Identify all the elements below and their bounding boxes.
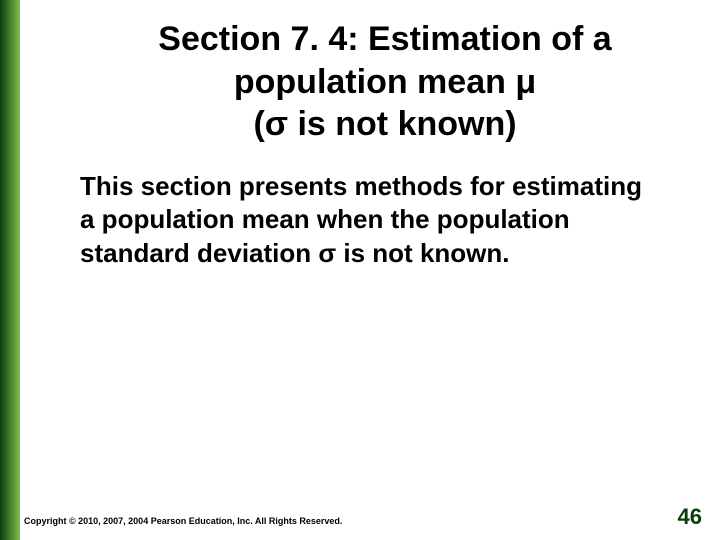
copyright-footer: Copyright © 2010, 2007, 2004 Pearson Edu…	[24, 516, 342, 526]
title-line-1: Section 7. 4: Estimation of a	[158, 20, 611, 58]
slide-body: This section presents methods for estima…	[80, 170, 690, 271]
page-number: 46	[678, 504, 702, 530]
body-emphasis: not known	[372, 238, 502, 268]
side-accent-bar	[0, 0, 20, 540]
title-line-2: population mean μ	[234, 63, 536, 101]
body-suffix: .	[502, 238, 509, 268]
title-line-3: (σ is not known)	[253, 105, 516, 143]
slide-content: Section 7. 4: Estimation of a population…	[20, 0, 720, 540]
slide-title: Section 7. 4: Estimation of a population…	[80, 18, 690, 146]
body-prefix: This section presents methods for estima…	[80, 171, 642, 269]
